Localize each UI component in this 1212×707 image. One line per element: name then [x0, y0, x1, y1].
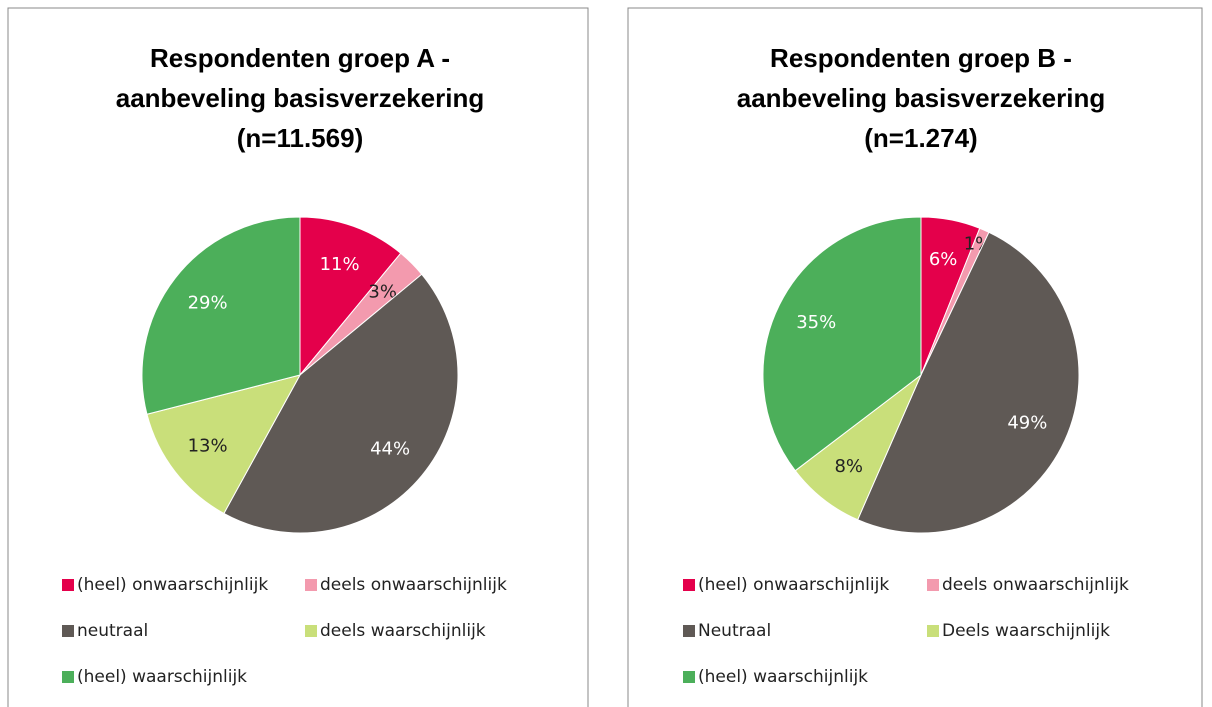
- pie-slice: [141, 216, 301, 415]
- data-label: 6%: [929, 249, 958, 270]
- pie-slice: [146, 374, 301, 515]
- legend-swatch: [927, 579, 939, 591]
- data-label: 11%: [320, 254, 360, 275]
- legend-label: deels onwaarschijnlijk: [942, 575, 1129, 595]
- legend-label: (heel) onwaarschijnlijk: [698, 575, 889, 595]
- legend-swatch: [927, 625, 939, 637]
- data-label: 29%: [188, 292, 228, 313]
- legend-swatch: [683, 625, 695, 637]
- data-label: 3%: [368, 281, 397, 302]
- data-label: 49%: [1007, 413, 1047, 434]
- legend-label: Deels waarschijnlijk: [942, 621, 1110, 641]
- legend-swatch: [683, 671, 695, 683]
- legend-label: (heel) waarschijnlijk: [77, 667, 247, 687]
- legend-swatch: [305, 579, 317, 591]
- chart-title: aanbeveling basisverzekering: [737, 83, 1106, 113]
- data-label: 13%: [188, 436, 228, 457]
- legend-swatch: [305, 625, 317, 637]
- legend-swatch: [62, 579, 74, 591]
- legend-label: (heel) onwaarschijnlijk: [77, 575, 268, 595]
- chart-title: (n=1.274): [864, 123, 977, 153]
- chart-title: Respondenten groep B -: [770, 43, 1072, 73]
- legend-label: deels waarschijnlijk: [320, 621, 486, 641]
- chart-title: (n=11.569): [237, 123, 363, 153]
- pie-slice: [223, 273, 459, 534]
- data-label: 44%: [370, 439, 410, 460]
- pie-slice: [299, 216, 402, 377]
- pie-slice: [856, 231, 1080, 534]
- legend-swatch: [62, 625, 74, 637]
- legend-swatch: [62, 671, 74, 683]
- legend-label: (heel) waarschijnlijk: [698, 667, 868, 687]
- legend-label: deels onwaarschijnlijk: [320, 575, 507, 595]
- legend-swatch: [683, 579, 695, 591]
- legend-label: neutraal: [77, 621, 148, 641]
- data-label: 8%: [834, 456, 863, 477]
- legend-label: Neutraal: [698, 621, 771, 641]
- data-label: 35%: [796, 312, 836, 333]
- pie-slice: [762, 216, 922, 472]
- chart-title: Respondenten groep A -: [150, 43, 450, 73]
- chart-title: aanbeveling basisverzekering: [116, 83, 485, 113]
- panel-border: [627, 7, 1203, 707]
- panel-border: [7, 7, 589, 707]
